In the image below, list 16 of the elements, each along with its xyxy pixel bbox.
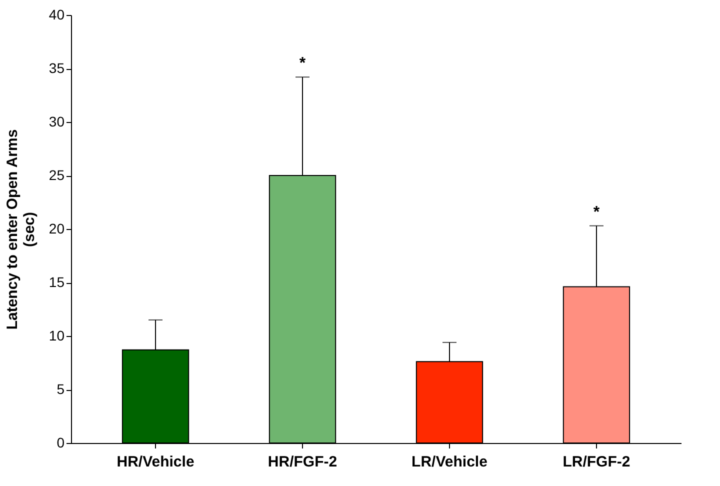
x-tick-label: LR/Vehicle: [412, 454, 488, 470]
x-tick-label: LR/FGF-2: [562, 454, 630, 470]
x-tick-label: HR/FGF-2: [268, 454, 338, 470]
y-tick-label: 5: [56, 381, 65, 397]
y-tick-label: 10: [48, 328, 65, 344]
x-tick-label: HR/Vehicle: [116, 454, 194, 470]
y-tick-label: 15: [48, 274, 65, 290]
y-tick-label: 40: [48, 6, 65, 22]
y-tick-label: 30: [48, 114, 65, 130]
y-tick-label: 0: [56, 434, 65, 450]
annotation: *: [299, 55, 306, 72]
y-tick-label: 20: [48, 220, 65, 236]
annotation: *: [593, 204, 600, 221]
y-axis-title: Latency to enter Open Arms (sec): [4, 129, 38, 330]
y-tick-label: 35: [48, 60, 65, 76]
y-tick-label: 25: [48, 167, 65, 183]
